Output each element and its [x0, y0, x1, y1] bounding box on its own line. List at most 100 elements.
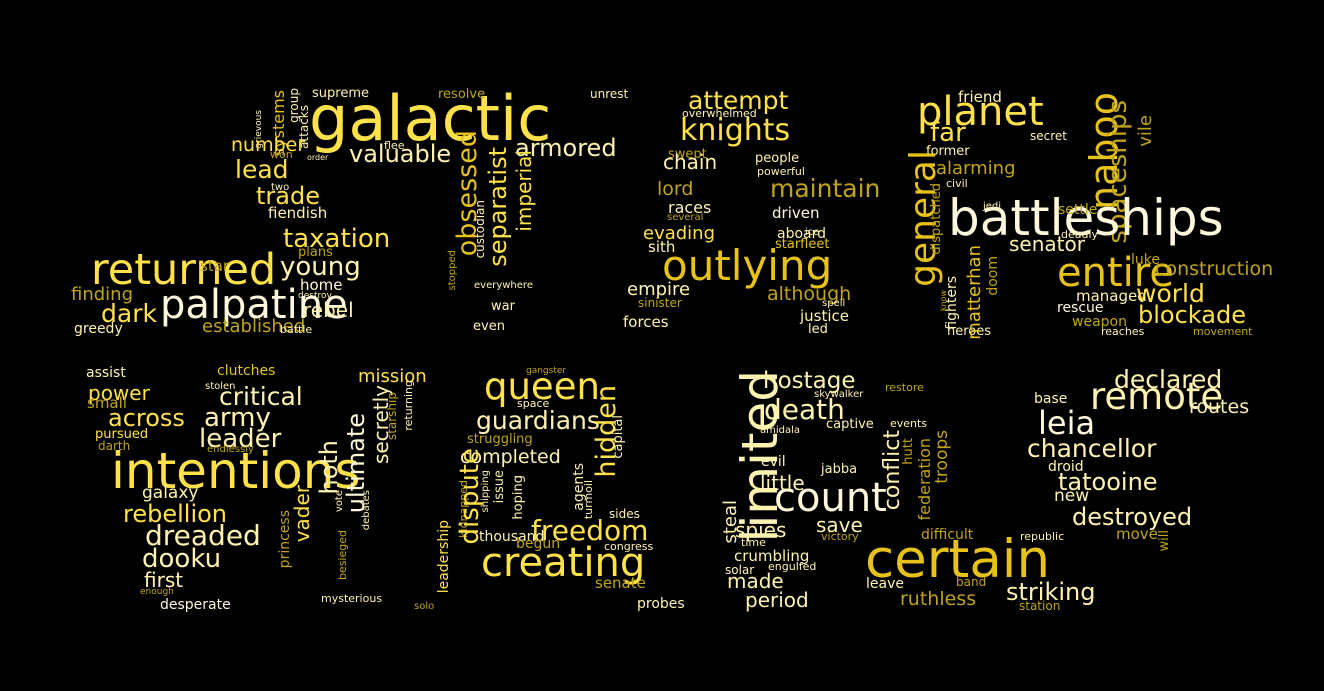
word-starfleet: starfleet — [775, 237, 830, 252]
word-driven: driven — [772, 204, 820, 222]
word-justice: justice — [800, 307, 850, 325]
word-crumbling: crumbling — [734, 547, 810, 565]
word-doom: doom — [985, 256, 1001, 296]
word-flee: flee — [384, 139, 405, 152]
word-freedom: freedom — [531, 514, 649, 547]
word-federation: federation — [915, 438, 934, 521]
word-capital: capital — [611, 415, 626, 459]
word-number: number — [231, 134, 306, 156]
word-armored: armored — [515, 134, 617, 162]
word-republic: republic — [1020, 530, 1065, 543]
word-powerful: powerful — [757, 165, 805, 178]
word-endlessly: endlessly — [207, 444, 254, 455]
word-former: former — [926, 144, 970, 159]
word-sinister: sinister — [638, 296, 682, 310]
word-galactic: galactic — [309, 82, 552, 155]
word-events: events — [890, 417, 928, 430]
word-evading: evading — [643, 223, 716, 244]
word-senate: senate — [595, 574, 646, 592]
word-completed: completed — [460, 446, 561, 468]
word-besieged: besieged — [336, 530, 349, 581]
word-valuable: valuable — [349, 140, 452, 168]
word-leadership: leadership — [436, 520, 452, 594]
word-desperate: desperate — [160, 597, 231, 613]
word-dooku: dooku — [142, 544, 222, 574]
word-droid: droid — [1048, 459, 1084, 475]
word-death: death — [764, 393, 845, 426]
word-small: small — [87, 394, 127, 412]
word-entire: entire — [1057, 250, 1174, 296]
word-world: world — [1136, 279, 1205, 308]
word-returned: returned — [91, 245, 277, 295]
word-across: across — [108, 404, 185, 432]
word-mysterious: mysterious — [321, 592, 383, 605]
word-races: races — [668, 198, 712, 217]
word-galaxy: galaxy — [142, 483, 199, 503]
word-luke: luke — [1131, 252, 1160, 268]
word-pursued: pursued — [95, 427, 149, 442]
word-empire: empire — [627, 279, 691, 300]
word-clutches: clutches — [217, 363, 276, 379]
word-guardians: guardians — [476, 406, 600, 435]
word-declared: declared — [1114, 365, 1223, 394]
word-solar: solar — [725, 563, 755, 577]
word-solo: solo — [414, 601, 435, 612]
word-assist: assist — [86, 365, 126, 381]
word-settle: settle — [1058, 202, 1098, 218]
word-troops: troops — [932, 430, 952, 484]
word-weapon: weapon — [1072, 314, 1127, 330]
word-know: know — [939, 290, 948, 312]
word-finding: finding — [71, 284, 134, 305]
word-begun: begun — [516, 536, 561, 552]
word-dark: dark — [101, 299, 157, 328]
word-several: several — [667, 212, 704, 223]
word-heroes: heroes — [947, 324, 992, 339]
word-overwhelmed: overwhelmed — [682, 107, 757, 120]
word-probes: probes — [637, 596, 685, 612]
word-ice: ice — [805, 227, 820, 238]
word-order: order — [307, 153, 329, 162]
word-secret: secret — [1030, 129, 1067, 143]
word-princess: princess — [277, 510, 293, 569]
word-hoping: hoping — [511, 475, 526, 520]
word-station: station — [1019, 599, 1061, 613]
word-reaches: reaches — [1101, 325, 1145, 338]
word-managed: managed — [1076, 287, 1147, 305]
word-vile: vile — [1135, 115, 1156, 147]
word-leader: leader — [199, 424, 282, 454]
word-striking: striking — [1006, 578, 1096, 606]
word-routes: routes — [1189, 396, 1250, 418]
word-jabba: jabba — [821, 462, 858, 477]
word-critical: critical — [219, 382, 303, 411]
word-forces: forces — [623, 313, 669, 331]
word-leia: leia — [1038, 404, 1096, 442]
word-amidala: amidala — [760, 425, 801, 436]
word-skywalker: skywalker — [814, 389, 864, 400]
word-destroyed: destroyed — [1072, 503, 1193, 531]
word-planet: planet — [917, 89, 1044, 135]
word-everywhere: everywhere — [474, 280, 533, 291]
word-queen: queen — [484, 365, 600, 408]
word-hostage: hostage — [763, 368, 856, 394]
word-spies: spies — [735, 518, 787, 542]
word-spell: spell — [822, 298, 846, 309]
word-made: made — [727, 569, 784, 593]
word-will: will — [1157, 530, 1172, 552]
word-separatist: separatist — [484, 147, 512, 267]
word-swept: swept — [668, 147, 707, 162]
word-rescue: rescue — [1057, 300, 1104, 316]
word-rebellion: rebellion — [123, 500, 228, 528]
word-war: war — [491, 299, 515, 314]
word-period: period — [745, 588, 809, 612]
word-fiendish: fiendish — [268, 204, 328, 222]
word-intentions: intentions — [111, 442, 361, 500]
word-construction: construction — [1155, 258, 1274, 280]
word-maintain: maintain — [770, 174, 881, 203]
word-rebel: rebel — [303, 298, 354, 322]
word-issue: issue — [492, 470, 507, 504]
word-difficult: difficult — [921, 527, 974, 543]
word-creating: creating — [481, 540, 646, 586]
word-sith: sith — [648, 238, 676, 256]
word-movement: movement — [1193, 325, 1253, 338]
